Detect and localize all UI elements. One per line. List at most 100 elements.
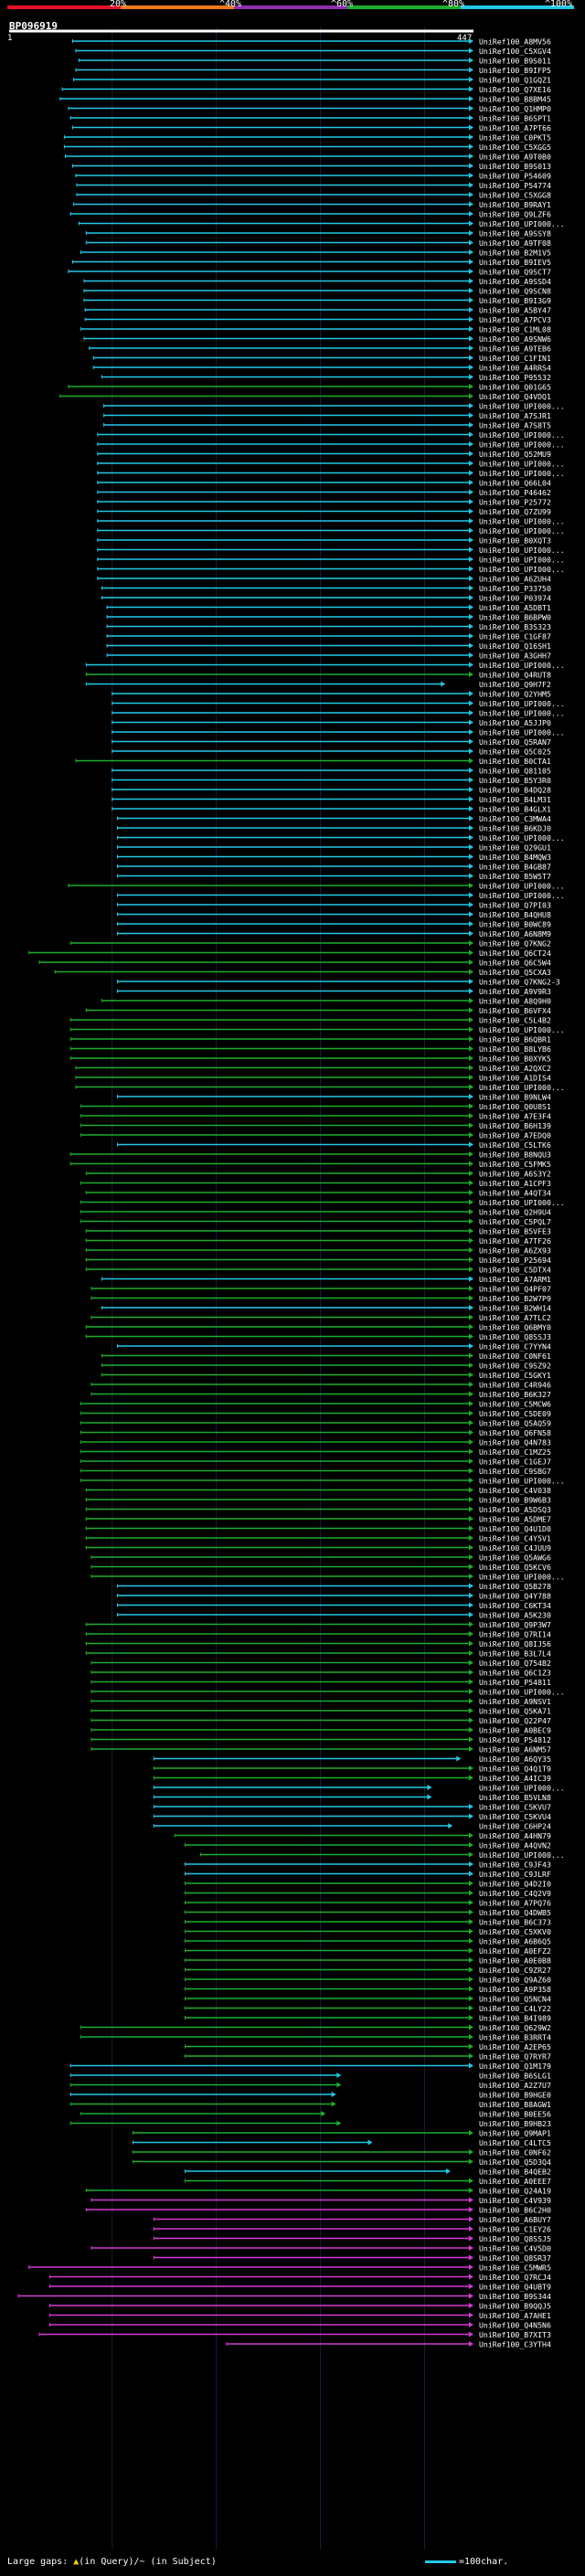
hit-arrow [469,48,473,54]
hit-arrow [469,154,473,159]
hit-arrow [469,1103,473,1109]
hit-arrow [469,86,473,92]
hit-arrow [469,1036,473,1042]
hit-arrow [469,1448,473,1455]
hit-arrow [469,1861,473,1867]
hit-arrow [469,1736,473,1743]
hit-label: UniRef100_C4LY22 [479,2004,551,2013]
hit-label: UniRef100_A1DIS4 [479,1074,551,1083]
hit-label: UniRef100_C5DTX4 [479,1266,551,1275]
hit-arrow [469,1564,473,1570]
hit-arrow [469,269,473,274]
hit-label: UniRef100_C1GEJ7 [479,1458,551,1467]
hit-label: UniRef100_P46462 [479,488,551,497]
hit-label: UniRef100_Q8SSJ5 [479,2234,551,2243]
hit-arrow [469,691,473,696]
hit-arrow [469,316,473,323]
hit-arrow [469,192,473,197]
hit-label: UniRef100_A6NM57 [479,1745,551,1754]
hit-arrow [469,700,473,706]
hit-arrow [469,2216,473,2222]
hit-label: UniRef100_Q7PI03 [479,901,551,910]
hit-label: UniRef100_UPI000... [479,699,565,708]
hit-arrow [469,307,473,313]
hit-arrow [469,461,473,466]
hit-label: UniRef100_C5KVU4 [479,1812,551,1821]
hit-label: UniRef100_B5W5T7 [479,872,551,881]
hit-arrow [469,892,473,898]
hit-label: UniRef100_C5DE09 [479,1409,551,1418]
hit-arrow [469,1228,473,1234]
hit-arrow [469,1055,473,1061]
hit-arrow [469,1535,473,1541]
hit-label: UniRef100_C6HP24 [479,1822,551,1831]
hit-arrow [469,163,473,169]
hit-label: UniRef100_B0XQT3 [479,536,551,546]
hit-arrow [469,1957,473,1963]
query-end-label: 447 [457,34,472,43]
hit-arrow [469,1314,473,1320]
hit-label: UniRef100_A9SSY8 [479,229,551,239]
hit-label: UniRef100_A7EDQ0 [479,1131,551,1140]
hit-label: UniRef100_C4Y5V1 [479,1534,551,1543]
hit-label: UniRef100_C1MZ25 [479,1447,551,1457]
hit-label: UniRef100_C1FIN1 [479,354,551,363]
hit-arrow [469,672,473,677]
hit-label: UniRef100_A0BEC9 [479,1726,551,1735]
hit-arrow [469,278,473,284]
hit-label: UniRef100_C5XKV0 [479,1927,551,1936]
hit-arrow [469,1506,473,1512]
hit-label: UniRef100_C5LTK6 [479,1140,551,1150]
hit-label: UniRef100_Q9SCN8 [479,287,551,296]
hit-arrow [469,1171,473,1176]
hit-arrow [469,1017,473,1023]
hit-arrow [469,220,473,227]
hit-arrow [469,1640,473,1647]
hit-arrow [469,633,473,639]
hit-arrow [469,806,473,811]
hit-arrow [469,796,473,802]
hit-label: UniRef100_Q16SH1 [479,641,551,651]
hit-label: UniRef100_Q754B2 [479,1659,551,1668]
hit-arrow [469,1650,473,1656]
hit-label: UniRef100_A1CPF3 [479,1179,551,1188]
hit-label: UniRef100_P33750 [479,584,551,593]
hit-arrow [469,1113,473,1118]
hit-label: UniRef100_C4LTC5 [479,2138,551,2147]
hit-arrow [469,834,473,841]
hit-label: UniRef100_B9S344 [479,2292,551,2301]
hit-arrow [469,470,473,476]
hit-label: UniRef100_C5XGG8 [479,191,551,200]
hit-label: UniRef100_P54811 [479,1678,551,1687]
hit-arrow [469,1343,473,1349]
hit-arrow [331,2092,336,2097]
hit-arrow [469,1209,473,1214]
hit-arrow [469,988,473,994]
hit-arrow [469,710,473,716]
hit-arrow [469,1151,473,1157]
hit-arrow [469,1410,473,1416]
hit-arrow [469,365,473,370]
hit-label: UniRef100_A9TF08 [479,239,551,248]
hit-arrow [469,595,473,600]
hit-arrow [469,969,473,975]
hit-arrow [469,2034,473,2040]
hit-label: UniRef100_UPI000... [479,526,565,535]
hit-label: UniRef100_B0EE56 [479,2110,551,2119]
hit-arrow [469,2312,473,2318]
hit-arrow [469,1218,473,1224]
hit-label: UniRef100_C5XGG5 [479,143,551,152]
hit-label: UniRef100_C5GKY1 [479,1371,551,1380]
hit-label: UniRef100_B0CTA1 [479,757,551,766]
hit-arrow [469,1141,473,1148]
hit-arrow [469,355,473,361]
hit-arrow [469,557,473,562]
hit-label: UniRef100_A6BUY7 [479,2215,551,2224]
hit-arrow [469,1583,473,1589]
hit-label: UniRef100_Q5KA71 [479,1707,551,1716]
hit-label: UniRef100_A8Q9H0 [479,997,551,1006]
hit-arrow [469,844,473,850]
scale-segment-40 [121,5,234,9]
hit-arrow [469,1574,473,1579]
hit-label: UniRef100_Q4D2I0 [479,1880,551,1889]
